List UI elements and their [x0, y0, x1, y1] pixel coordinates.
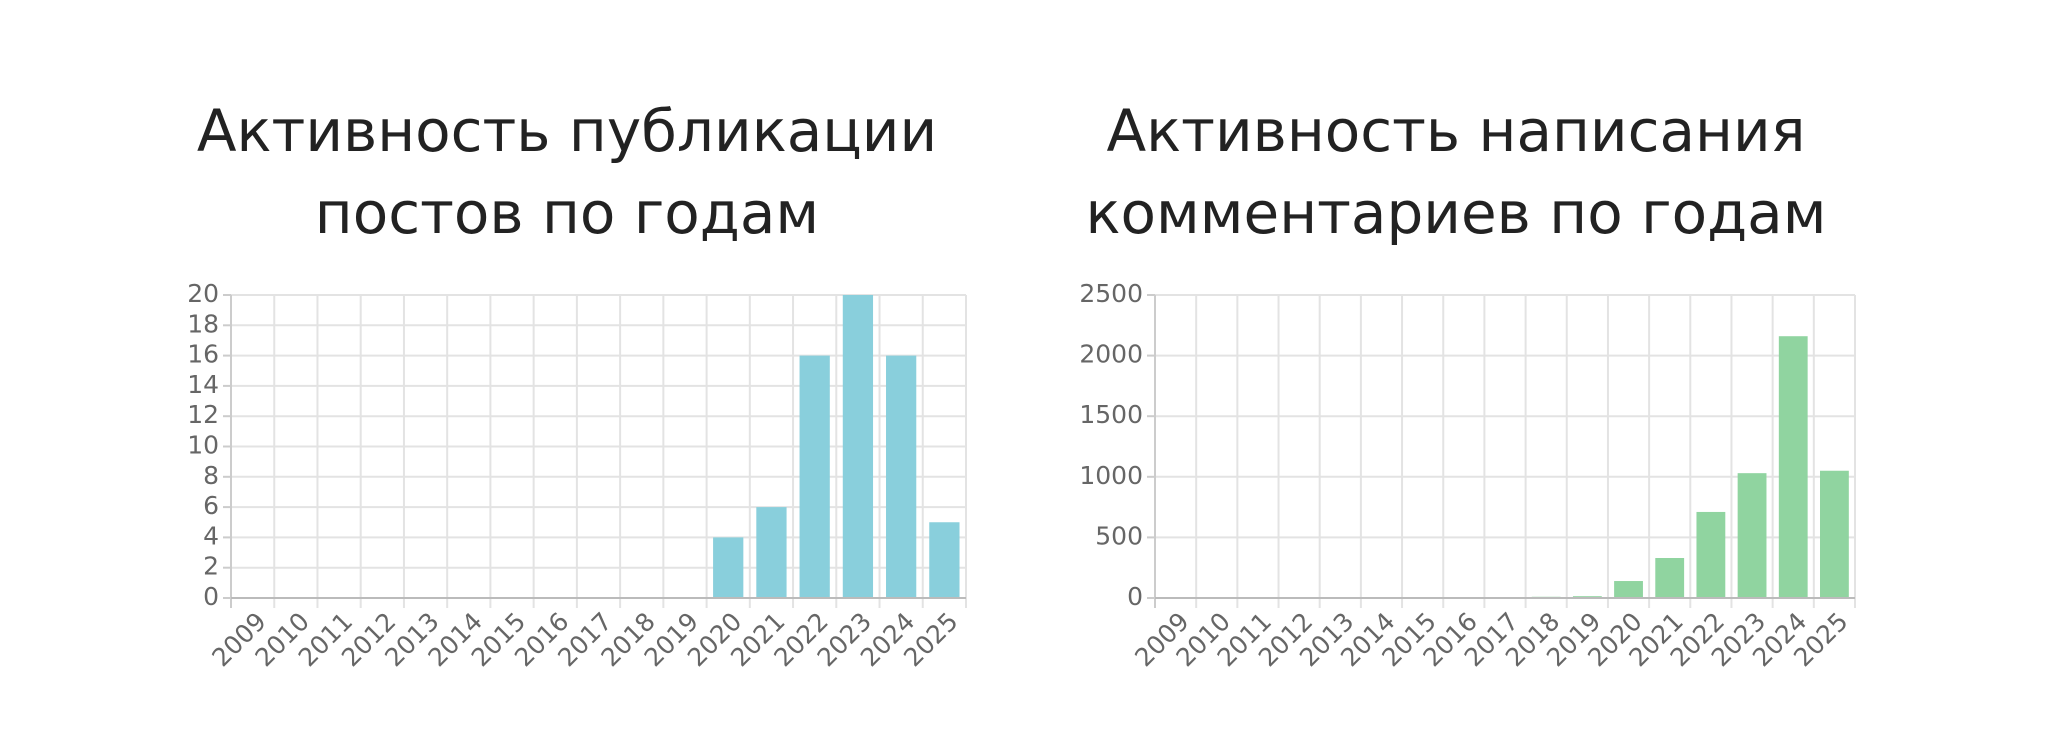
y-tick-label: 500: [1095, 521, 1143, 550]
y-tick-label: 4: [203, 521, 219, 550]
chart-title: Активность публикации: [197, 97, 937, 165]
bar: [842, 295, 874, 598]
y-tick-label: 10: [187, 431, 219, 460]
y-tick-label: 0: [203, 582, 219, 611]
chart-title: комментариев по годам: [1086, 179, 1827, 247]
bar: [1737, 473, 1767, 598]
bar: [929, 522, 960, 598]
bar: [1696, 511, 1726, 598]
y-tick-label: 12: [187, 400, 219, 429]
bar: [799, 355, 830, 598]
y-tick-label: 2: [203, 552, 219, 581]
y-tick-label: 14: [187, 370, 219, 399]
bar: [1614, 581, 1643, 598]
y-tick-label: 2500: [1079, 279, 1143, 308]
bar: [756, 507, 787, 598]
y-tick-label: 20: [187, 279, 219, 308]
y-tick-label: 1000: [1079, 461, 1143, 490]
bar: [713, 537, 744, 598]
y-tick-label: 16: [187, 340, 219, 369]
y-tick-label: 18: [187, 309, 219, 338]
y-tick-label: 1500: [1079, 400, 1143, 429]
y-tick-label: 0: [1127, 582, 1143, 611]
chart-title: Активность написания: [1106, 97, 1805, 165]
y-tick-label: 2000: [1079, 340, 1143, 369]
bar: [1820, 470, 1849, 598]
bar: [886, 355, 917, 598]
bar: [1655, 558, 1685, 598]
y-tick-label: 6: [203, 491, 219, 520]
chart-title: постов по годам: [315, 179, 819, 247]
bar: [1778, 336, 1808, 598]
y-tick-label: 8: [203, 461, 219, 490]
